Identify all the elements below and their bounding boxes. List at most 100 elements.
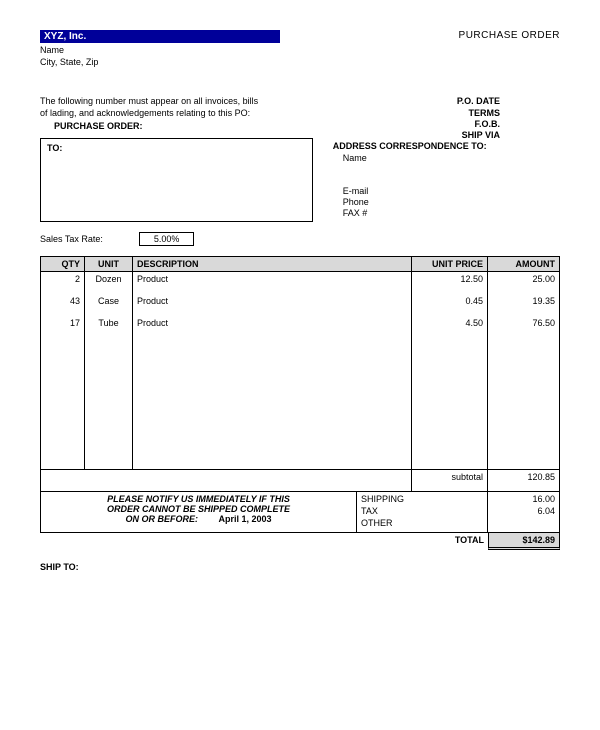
- total-label: TOTAL: [304, 533, 488, 550]
- col-desc-cell: [133, 426, 412, 448]
- col-unit: UNIT: [85, 257, 133, 272]
- col-amount-cell: [488, 338, 560, 360]
- header: XYZ, Inc. Name City, State, Zip PURCHASE…: [40, 30, 560, 68]
- charge-labels: SHIPPING TAX OTHER: [357, 492, 487, 531]
- footer-notify: PLEASE NOTIFY US IMMEDIATELY IF THIS ORD…: [41, 492, 357, 531]
- col-qty-cell: [41, 404, 85, 426]
- tax-row: Sales Tax Rate: 5.00%: [40, 232, 560, 246]
- col-price-cell: [412, 360, 488, 382]
- col-price-cell: [412, 448, 488, 470]
- name-line: Name: [40, 45, 280, 57]
- po-shipvia-label: SHIP VIA: [333, 130, 500, 141]
- notice: The following number must appear on all …: [40, 96, 313, 132]
- shipping-label: SHIPPING: [361, 494, 483, 506]
- col-unit-cell: Tube: [85, 316, 133, 338]
- items-body: 2DozenProduct12.5025.0043CaseProduct0.45…: [41, 272, 560, 492]
- notify-line2: ORDER CANNOT BE SHIPPED COMPLETE: [47, 504, 350, 514]
- mid-left: The following number must appear on all …: [40, 96, 313, 222]
- other-label: OTHER: [361, 518, 483, 530]
- col-amount-cell: 19.35: [488, 294, 560, 316]
- po-terms-label: TERMS: [333, 108, 500, 119]
- col-amount-cell: [488, 382, 560, 404]
- total-value: $142.89: [488, 533, 560, 550]
- col-price-cell: [412, 404, 488, 426]
- table-row: [41, 382, 560, 404]
- items-header-row: QTY UNIT DESCRIPTION UNIT PRICE AMOUNT: [41, 257, 560, 272]
- col-price-cell: [412, 338, 488, 360]
- po-name-val: Name: [333, 153, 500, 164]
- col-desc-cell: Product: [133, 294, 412, 316]
- tax-value: 5.00%: [139, 232, 195, 246]
- items-table: QTY UNIT DESCRIPTION UNIT PRICE AMOUNT 2…: [40, 256, 560, 492]
- po-fax-label: FAX #: [333, 208, 500, 219]
- mid-right: P.O. DATE TERMS F.O.B. SHIP VIA ADDRESS …: [333, 96, 560, 222]
- tax-charge-label: TAX: [361, 506, 483, 518]
- po-date-label: P.O. DATE: [333, 96, 500, 107]
- subtotal-value: 120.85: [488, 470, 560, 492]
- col-qty-cell: [41, 448, 85, 470]
- col-unit-cell: [85, 426, 133, 448]
- col-price: UNIT PRICE: [412, 257, 488, 272]
- doc-title: PURCHASE ORDER: [459, 30, 560, 41]
- shipto-label: SHIP TO:: [40, 562, 560, 572]
- col-desc-cell: Product: [133, 272, 412, 294]
- col-price-cell: [412, 382, 488, 404]
- col-qty-cell: 17: [41, 316, 85, 338]
- col-amount: AMOUNT: [488, 257, 560, 272]
- notice-line1: The following number must appear on all …: [40, 96, 313, 108]
- col-desc-cell: Product: [133, 316, 412, 338]
- footer-charges: SHIPPING TAX OTHER 16.00 6.04: [357, 492, 559, 531]
- footer-block: PLEASE NOTIFY US IMMEDIATELY IF THIS ORD…: [40, 492, 560, 532]
- tax-label: Sales Tax Rate:: [40, 234, 103, 244]
- po-phone-label: Phone: [333, 197, 500, 208]
- mid-section: The following number must appear on all …: [40, 96, 560, 222]
- col-desc-cell: [133, 448, 412, 470]
- col-desc-cell: [133, 404, 412, 426]
- col-price-cell: [412, 426, 488, 448]
- col-qty-cell: [41, 360, 85, 382]
- charge-values: 16.00 6.04: [487, 492, 559, 531]
- col-qty-cell: 43: [41, 294, 85, 316]
- table-row: [41, 360, 560, 382]
- po-fob-label: F.O.B.: [333, 119, 500, 130]
- col-qty-cell: [41, 426, 85, 448]
- subtotal-label: subtotal: [412, 470, 488, 492]
- notify-line1: PLEASE NOTIFY US IMMEDIATELY IF THIS: [47, 494, 350, 504]
- po-email-label: E-mail: [333, 186, 500, 197]
- col-desc: DESCRIPTION: [133, 257, 412, 272]
- col-desc-cell: [133, 338, 412, 360]
- col-amount-cell: [488, 360, 560, 382]
- col-amount-cell: [488, 448, 560, 470]
- col-desc-cell: [133, 382, 412, 404]
- subtotal-spacer: [41, 470, 412, 492]
- onbefore-date: April 1, 2003: [219, 514, 272, 524]
- col-qty: QTY: [41, 257, 85, 272]
- col-amount-cell: 76.50: [488, 316, 560, 338]
- col-unit-cell: [85, 448, 133, 470]
- table-row: [41, 338, 560, 360]
- onbefore-label: ON OR BEFORE:: [125, 514, 198, 524]
- col-unit-cell: [85, 338, 133, 360]
- city-line: City, State, Zip: [40, 57, 280, 69]
- col-qty-cell: [41, 382, 85, 404]
- col-qty-cell: 2: [41, 272, 85, 294]
- table-row: 43CaseProduct0.4519.35: [41, 294, 560, 316]
- col-unit-cell: [85, 404, 133, 426]
- col-unit-cell: Dozen: [85, 272, 133, 294]
- company-sub: Name City, State, Zip: [40, 45, 280, 68]
- col-qty-cell: [41, 338, 85, 360]
- col-amount-cell: [488, 404, 560, 426]
- notice-po-label: PURCHASE ORDER:: [54, 121, 313, 133]
- col-price-cell: 0.45: [412, 294, 488, 316]
- col-unit-cell: [85, 360, 133, 382]
- po-fields: P.O. DATE TERMS F.O.B. SHIP VIA ADDRESS …: [333, 96, 560, 219]
- po-spacer: [333, 164, 500, 186]
- table-row: [41, 426, 560, 448]
- table-row: 2DozenProduct12.5025.00: [41, 272, 560, 294]
- total-row: TOTAL $142.89: [40, 533, 560, 550]
- to-box: TO:: [40, 138, 313, 222]
- company-name: XYZ, Inc.: [40, 30, 280, 43]
- col-unit-cell: [85, 382, 133, 404]
- col-amount-cell: 25.00: [488, 272, 560, 294]
- tax-charge-value: 6.04: [492, 506, 555, 518]
